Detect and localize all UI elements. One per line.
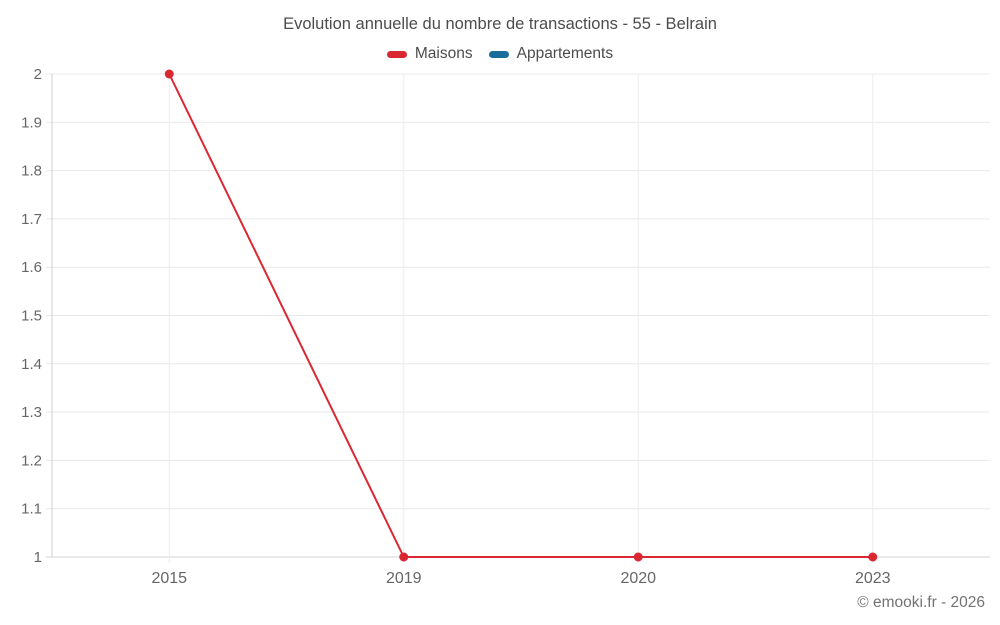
- chart-title: Evolution annuelle du nombre de transact…: [283, 15, 717, 33]
- chart-legend: Maisons Appartements: [0, 45, 1000, 63]
- legend-item-maisons[interactable]: Maisons: [386, 45, 473, 63]
- x-tick-label: 2020: [620, 570, 656, 587]
- data-point-maisons-2023[interactable]: [868, 552, 878, 562]
- y-tick-label: 2: [34, 66, 42, 83]
- y-tick-label: 1.8: [21, 163, 42, 180]
- y-tick-label: 1.2: [21, 452, 42, 469]
- data-point-maisons-2019[interactable]: [399, 552, 409, 562]
- series-line-maisons: [168, 73, 874, 558]
- y-tick-label: 1.1: [21, 501, 42, 518]
- y-tick-label: 1.7: [21, 211, 42, 228]
- y-tick-label: 1: [34, 549, 42, 566]
- y-tick-label: 1.5: [21, 308, 42, 325]
- maisons-series-swatch-icon: [386, 50, 407, 58]
- legend-item-appartements[interactable]: Appartements: [488, 45, 614, 63]
- y-tick-label: 1.9: [21, 114, 42, 131]
- x-tick-label: 2023: [855, 570, 891, 587]
- data-point-maisons-2015[interactable]: [164, 69, 174, 79]
- legend-label-appartements: Appartements: [516, 45, 614, 62]
- chart-footer-credit: © emooki.fr - 2026: [857, 594, 985, 611]
- x-tick-label: 2019: [386, 570, 422, 587]
- x-tick-label: 2015: [151, 570, 187, 587]
- appartements-series-swatch-icon: [488, 50, 509, 58]
- y-tick-label: 1.4: [21, 356, 42, 373]
- data-point-maisons-2020[interactable]: [633, 552, 643, 562]
- y-tick-label: 1.6: [21, 259, 42, 276]
- legend-label-maisons: Maisons: [414, 45, 473, 62]
- y-tick-label: 1.3: [21, 404, 42, 421]
